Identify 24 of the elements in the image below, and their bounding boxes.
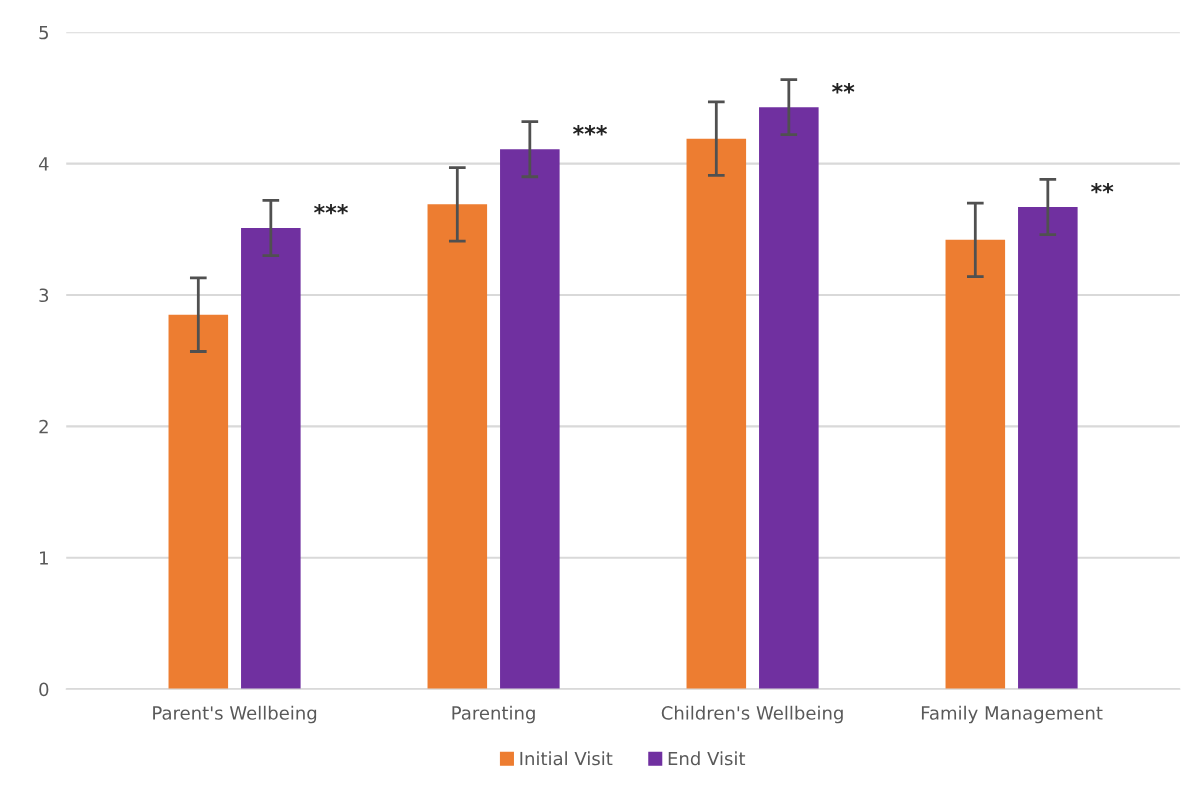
bar (686, 138, 747, 690)
x-tick-label: Parenting (452, 705, 535, 724)
x-tick-label: Parent's Wellbeing (153, 705, 317, 724)
annotation: *** (573, 125, 607, 136)
bar (241, 227, 301, 690)
y-tick-label: 3 (39, 288, 49, 303)
annotation: *** (314, 203, 348, 215)
y-tick-label: 2 (39, 419, 48, 434)
x-tick-label: Children's Wellbeing (661, 705, 843, 724)
legend-label: Initial Visit (520, 751, 613, 766)
bar (759, 107, 819, 690)
y-tick-label: 4 (38, 157, 49, 171)
annotation: ** (1091, 182, 1114, 194)
bar (168, 314, 229, 690)
y-tick-label: 5 (39, 25, 48, 40)
y-tick-label: 0 (39, 682, 49, 697)
bar (500, 149, 560, 690)
legend-label: End Visit (668, 751, 746, 766)
bar (427, 204, 488, 690)
x-tick-label: Family Management (921, 705, 1103, 724)
bar (945, 239, 1006, 690)
bar (1018, 206, 1078, 690)
annotation: ** (832, 83, 855, 94)
y-tick-label: 1 (40, 551, 48, 565)
